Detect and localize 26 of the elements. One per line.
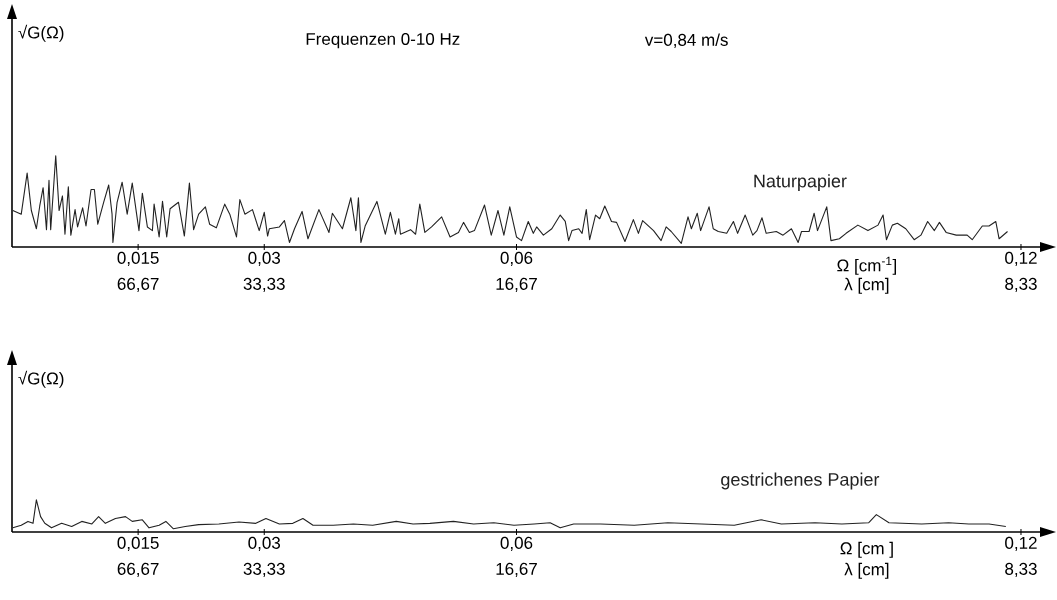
chart-title: Frequenzen 0-10 Hz: [306, 32, 460, 49]
x-tick-label: 0,06: [500, 536, 533, 551]
x-tick-label: 0,03: [248, 536, 281, 551]
text: 8,33: [1005, 562, 1037, 577]
x-axis-title: Ω [cm ]: [840, 541, 893, 558]
x-tick-label: 0,12: [1005, 251, 1037, 266]
x-tick-label: 0,015: [117, 536, 159, 551]
text: λ [cm]: [844, 277, 889, 294]
text: 16,67: [496, 562, 537, 577]
text: 33,33: [243, 562, 285, 577]
text: 33,33: [243, 277, 285, 292]
x-axis-title: Ω [cm$^{-1}$]: [837, 256, 896, 275]
y-axis-title: √G(Ω): [18, 24, 64, 42]
y-axis-title: √G(Ω): [18, 370, 64, 388]
text: 66,67: [117, 277, 159, 292]
text: 66,67: [117, 562, 159, 577]
text: 16,67: [496, 277, 537, 292]
x-tick-label: 0,06: [500, 251, 533, 266]
series-label: Naturpapier: [754, 174, 847, 191]
x-tick-label: 0,015: [117, 251, 159, 266]
chart-subtitle: v=0,84 m/s: [644, 33, 728, 48]
text: 8,33: [1005, 277, 1037, 292]
text: λ [cm]: [844, 562, 889, 579]
x-tick-label: 0,03: [248, 251, 281, 266]
series-label: gestrichenes Papier: [721, 472, 880, 490]
x-tick-label: 0,12: [1005, 536, 1037, 551]
